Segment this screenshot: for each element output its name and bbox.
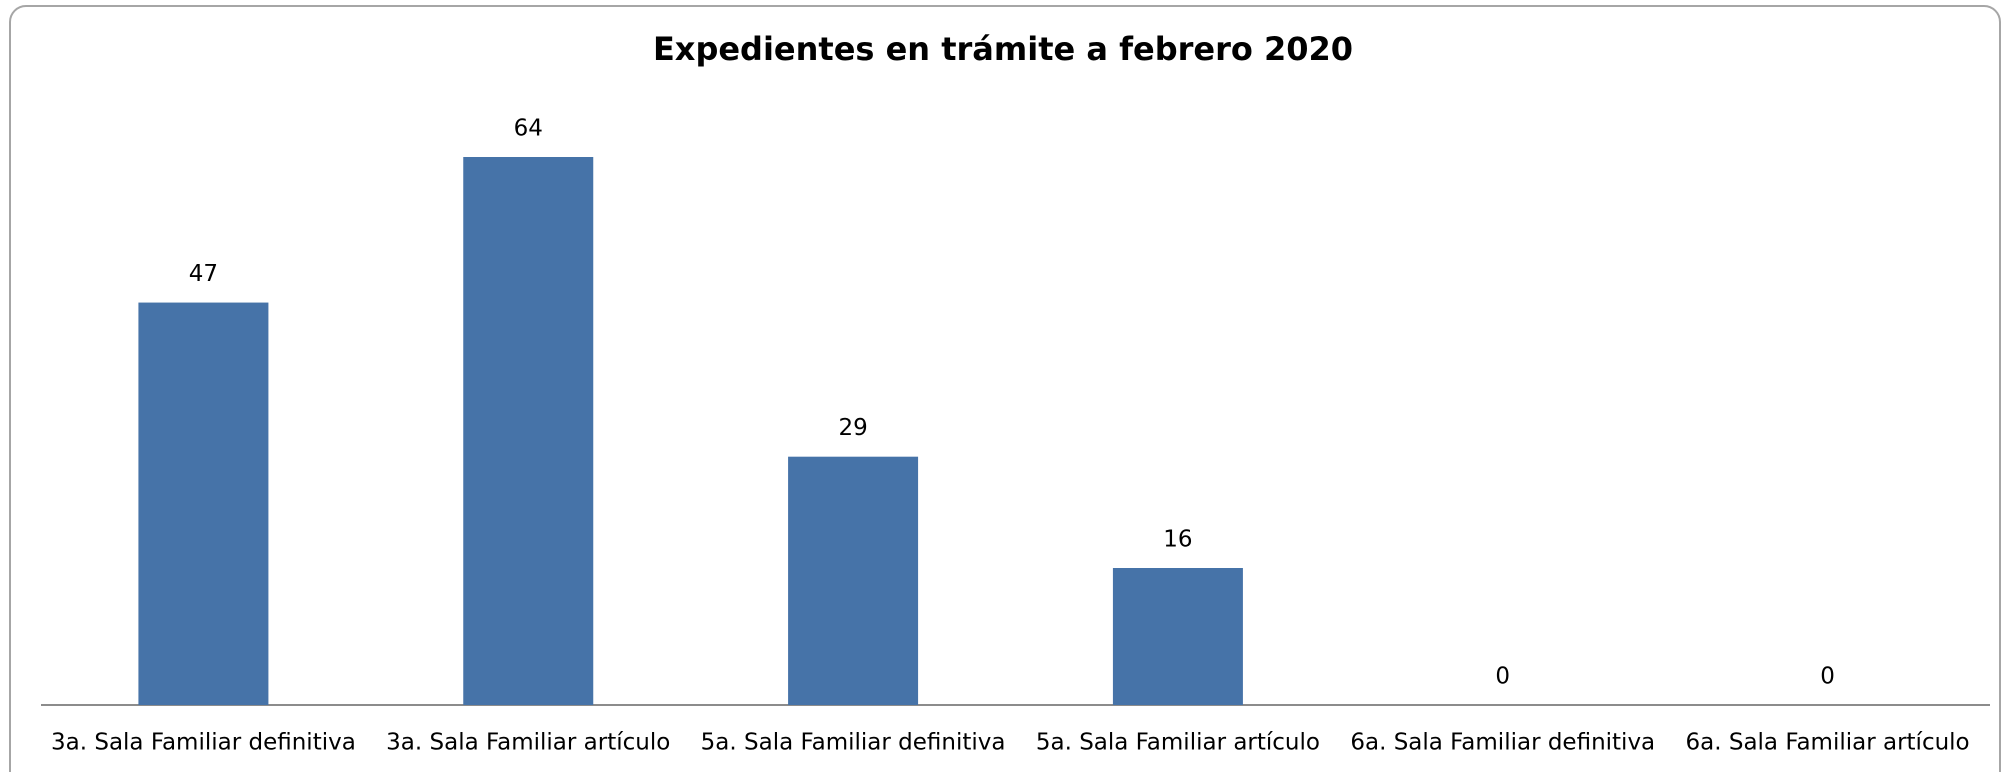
bar <box>463 157 594 705</box>
x-tick-label: 6a. Sala Familiar artículo <box>1686 730 1970 756</box>
bar <box>1112 568 1243 705</box>
x-tick-label: 6a. Sala Familiar definitiva <box>1350 730 1655 756</box>
x-tick-label: 5a. Sala Familiar artículo <box>1036 730 1320 756</box>
data-label: 0 <box>1495 664 1510 690</box>
data-label: 47 <box>189 261 218 287</box>
data-label: 64 <box>514 116 543 142</box>
chart-title: Expedientes en trámite a febrero 2020 <box>653 30 1353 68</box>
x-tick-label: 5a. Sala Familiar definitiva <box>701 730 1006 756</box>
data-label: 0 <box>1820 664 1835 690</box>
x-tick-label: 3a. Sala Familiar artículo <box>386 730 670 756</box>
bar <box>138 302 269 705</box>
x-tick-label: 3a. Sala Familiar definitiva <box>51 730 356 756</box>
bar <box>788 456 919 705</box>
data-label: 16 <box>1163 527 1192 553</box>
data-label: 29 <box>838 415 867 441</box>
chart-border <box>9 5 2001 772</box>
